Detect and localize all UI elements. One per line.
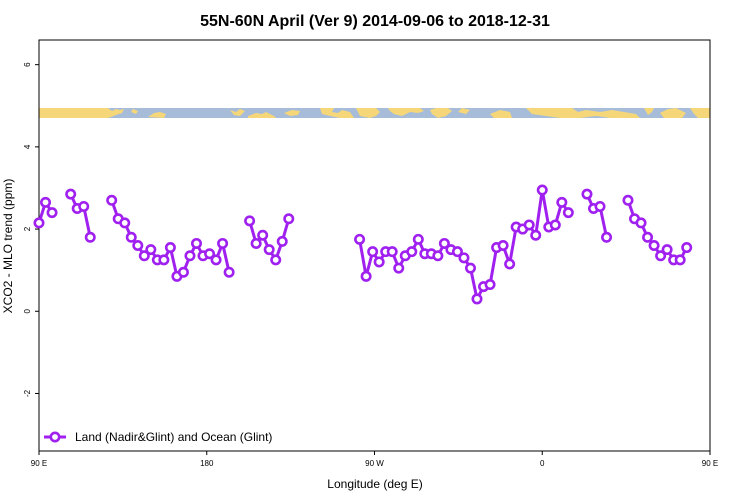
data-point <box>648 240 660 252</box>
data-point <box>530 229 542 241</box>
data-point <box>164 242 176 254</box>
legend-label: Land (Nadir&Glint) and Ocean (Glint) <box>75 430 272 444</box>
data-point <box>250 237 262 249</box>
data-point <box>484 279 496 291</box>
land-band-shapes <box>39 108 710 118</box>
data-point <box>354 233 366 245</box>
x-tick-label: 90 E <box>702 459 718 468</box>
data-point <box>46 207 58 219</box>
series-line <box>358 188 570 301</box>
series-line <box>585 193 609 238</box>
data-point <box>210 254 222 266</box>
series-line <box>69 193 92 238</box>
data-point <box>106 194 118 206</box>
data-point <box>497 240 509 252</box>
data-point <box>471 293 483 305</box>
land-ocean-band <box>39 108 710 118</box>
y-tick-label: 0 <box>23 308 32 313</box>
data-point <box>158 254 170 266</box>
data-point <box>40 196 52 208</box>
y-axis: -2 0 2 4 6 <box>23 62 39 397</box>
data-point <box>263 244 275 256</box>
y-tick-label: 2 <box>23 226 32 231</box>
data-point <box>65 188 77 200</box>
data-point <box>386 246 398 258</box>
data-point <box>132 240 144 252</box>
data-point <box>217 237 229 249</box>
x-tick-label: 90 W <box>365 459 384 468</box>
x-axis: 90 E 180 90 W 0 90 E <box>31 451 718 468</box>
data-point <box>635 217 647 229</box>
data-point <box>283 213 295 225</box>
data-point <box>674 254 686 266</box>
data-point <box>373 256 385 268</box>
data-point <box>184 250 196 262</box>
data-point <box>412 233 424 245</box>
data-point <box>536 184 548 196</box>
data-point <box>556 196 568 208</box>
data-point <box>681 242 693 254</box>
data-point <box>594 200 606 212</box>
data-point <box>177 266 189 278</box>
data-point <box>276 235 288 247</box>
data-point <box>78 200 90 212</box>
data-point <box>451 246 463 258</box>
data-point <box>145 244 157 256</box>
y-tick-label: -2 <box>23 389 32 397</box>
data-point <box>504 258 516 270</box>
x-tick-label: 90 E <box>31 459 47 468</box>
data-point <box>190 237 202 249</box>
chart-title: 55N-60N April (Ver 9) 2014-09-06 to 2018… <box>200 13 550 30</box>
data-point <box>406 246 418 258</box>
data-point <box>523 219 535 231</box>
y-tick-label: 6 <box>23 62 32 67</box>
data-point <box>393 262 405 274</box>
data-point <box>125 231 137 243</box>
data-point <box>360 270 372 282</box>
series-layer <box>33 184 693 305</box>
data-point <box>661 244 673 256</box>
data-point <box>432 250 444 262</box>
data-point <box>204 248 216 260</box>
data-point <box>601 231 613 243</box>
data-point <box>464 262 476 274</box>
x-tick-label: 180 <box>200 459 214 468</box>
data-point <box>655 250 667 262</box>
legend-marker <box>49 431 61 443</box>
data-point <box>458 252 470 264</box>
data-point <box>223 266 235 278</box>
data-point <box>642 231 654 243</box>
data-point <box>244 215 256 227</box>
data-point <box>562 207 574 219</box>
data-point <box>33 217 45 229</box>
data-point <box>119 217 131 229</box>
x-axis-label: Longitude (deg E) <box>327 477 422 491</box>
data-point <box>438 237 450 249</box>
y-tick-label: 4 <box>23 144 32 149</box>
legend: Land (Nadir&Glint) and Ocean (Glint) <box>44 430 272 444</box>
series-line <box>626 199 689 262</box>
data-point <box>581 188 593 200</box>
data-point <box>549 219 561 231</box>
data-point <box>84 231 96 243</box>
y-axis-label: XCO2 - MLO trend (ppm) <box>1 179 15 314</box>
x-tick-label: 0 <box>540 459 545 468</box>
data-point <box>257 229 269 241</box>
data-point <box>622 194 634 206</box>
data-point <box>138 250 150 262</box>
data-point <box>270 254 282 266</box>
data-point <box>367 246 379 258</box>
